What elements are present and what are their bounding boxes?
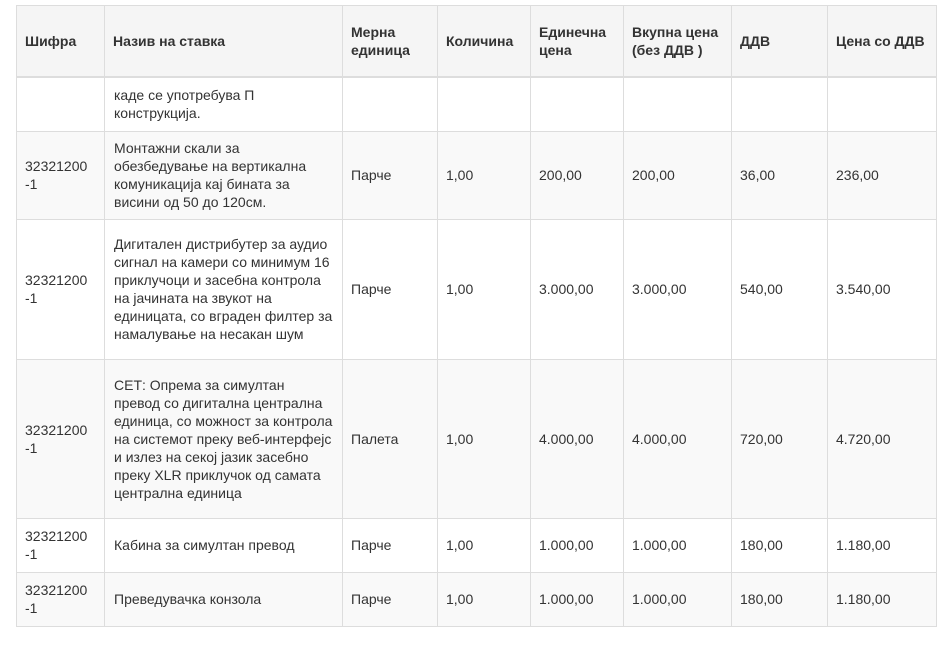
table-row: 32321200 -1 Преведувачка конзола Парче 1,00… <box>16 571 937 627</box>
header-code: Шифра <box>16 5 105 78</box>
table-row: 32321200 -1 Монтажни скали за обезбедувањ… <box>16 130 937 220</box>
cell-quantity: 1,00 <box>437 130 531 220</box>
cell-total: 4.000,00 <box>623 358 732 519</box>
cell-unit-price <box>530 76 624 132</box>
cell-quantity <box>437 76 531 132</box>
cell-quantity: 1,00 <box>437 517 531 573</box>
items-table: Шифра Назив на ставка Мерна единица Коли… <box>16 5 937 627</box>
cell-code: 32321200 -1 <box>16 130 105 220</box>
cell-code: 32321200 -1 <box>16 358 105 519</box>
cell-quantity: 1,00 <box>437 571 531 627</box>
cell-total-vat: 1.180,00 <box>827 571 937 627</box>
cell-name: Монтажни скали за обезбедување на вертик… <box>104 130 343 220</box>
cell-total-vat: 1.180,00 <box>827 517 937 573</box>
cell-name: Дигитален дистрибутер за аудио сигнал на… <box>104 218 343 360</box>
cell-name: Кабина за симултан превод <box>104 517 343 573</box>
header-quantity: Количина <box>437 5 531 78</box>
cell-vat: 720,00 <box>731 358 828 519</box>
header-name: Назив на ставка <box>104 5 343 78</box>
cell-quantity: 1,00 <box>437 218 531 360</box>
cell-vat: 180,00 <box>731 517 828 573</box>
cell-name: СЕТ: Опрема за симултан превод со дигита… <box>104 358 343 519</box>
cell-unit-price: 1.000,00 <box>530 571 624 627</box>
cell-total: 200,00 <box>623 130 732 220</box>
cell-vat <box>731 76 828 132</box>
cell-code: 32321200 -1 <box>16 218 105 360</box>
cell-code: 32321200 -1 <box>16 571 105 627</box>
cell-total-vat <box>827 76 937 132</box>
cell-unit: Парче <box>342 517 438 573</box>
cell-vat: 180,00 <box>731 571 828 627</box>
cell-unit: Палета <box>342 358 438 519</box>
header-total-vat: Цена со ДДВ <box>827 5 937 78</box>
cell-total-vat: 236,00 <box>827 130 937 220</box>
header-unit: Мерна единица <box>342 5 438 78</box>
cell-unit-price: 200,00 <box>530 130 624 220</box>
cell-unit: Парче <box>342 571 438 627</box>
table-row: каде се употребува П конструкција. <box>16 76 937 132</box>
cell-unit-price: 3.000,00 <box>530 218 624 360</box>
cell-unit: Парче <box>342 130 438 220</box>
cell-total: 1.000,00 <box>623 517 732 573</box>
header-total: Вкупна цена (без ДДВ ) <box>623 5 732 78</box>
cell-code <box>16 76 105 132</box>
cell-unit <box>342 76 438 132</box>
cell-total: 1.000,00 <box>623 571 732 627</box>
table-row: 32321200 -1 Дигитален дистрибутер за ауди… <box>16 218 937 360</box>
header-unit-price: Единечна цена <box>530 5 624 78</box>
cell-name: Преведувачка конзола <box>104 571 343 627</box>
cell-total <box>623 76 732 132</box>
cell-unit-price: 4.000,00 <box>530 358 624 519</box>
header-vat: ДДВ <box>731 5 828 78</box>
cell-vat: 36,00 <box>731 130 828 220</box>
cell-unit: Парче <box>342 218 438 360</box>
cell-total-vat: 3.540,00 <box>827 218 937 360</box>
cell-total-vat: 4.720,00 <box>827 358 937 519</box>
table-row: 32321200 -1 Кабина за симултан превод Парч… <box>16 517 937 573</box>
cell-vat: 540,00 <box>731 218 828 360</box>
cell-quantity: 1,00 <box>437 358 531 519</box>
cell-total: 3.000,00 <box>623 218 732 360</box>
cell-name: каде се употребува П конструкција. <box>104 76 343 132</box>
cell-code: 32321200 -1 <box>16 517 105 573</box>
table-row: 32321200 -1 СЕТ: Опрема за симултан прево… <box>16 358 937 519</box>
cell-unit-price: 1.000,00 <box>530 517 624 573</box>
table-header-row: Шифра Назив на ставка Мерна единица Коли… <box>16 5 937 78</box>
